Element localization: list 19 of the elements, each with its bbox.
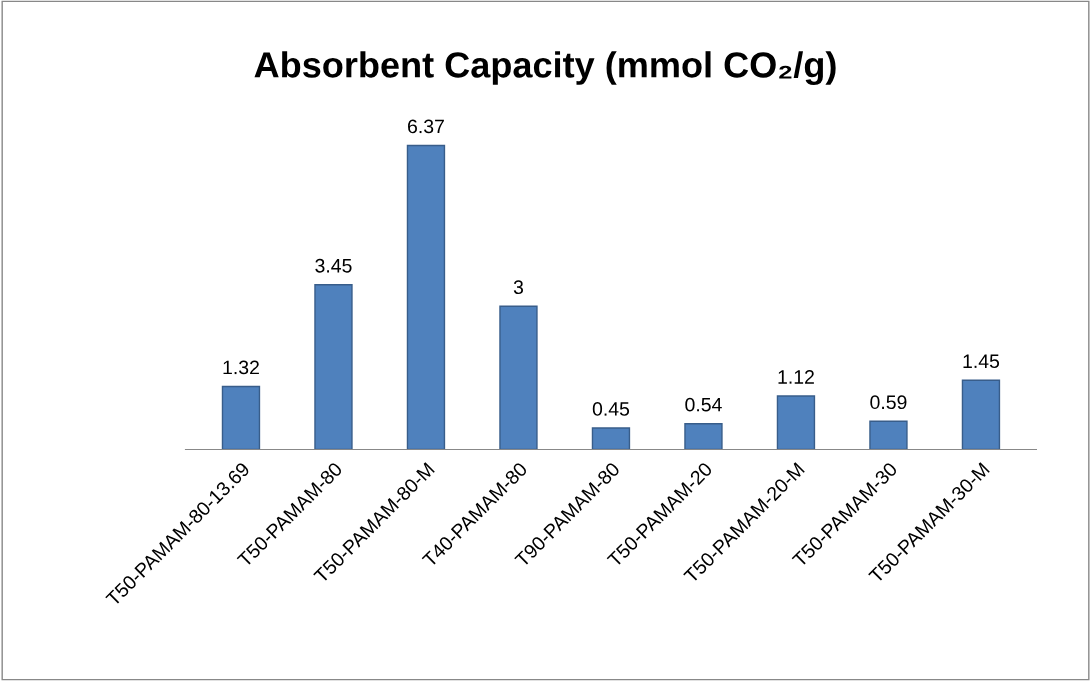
data-label: 1.32: [223, 360, 259, 375]
data-label: 1.45: [963, 354, 1000, 369]
bar: [869, 420, 908, 450]
bar: [591, 427, 631, 450]
chart-title: Absorbent Capacity (mmol CO₂/g): [254, 51, 836, 86]
bar: [314, 284, 353, 450]
data-label: 0.54: [685, 397, 722, 412]
bar: [684, 422, 723, 450]
data-label: 0.45: [592, 402, 630, 416]
data-label: 6.37: [408, 119, 444, 134]
bar: [221, 385, 261, 450]
data-label: 3: [513, 280, 524, 295]
bar: [499, 305, 538, 450]
data-label: 0.59: [870, 395, 907, 410]
data-label: 1.12: [778, 370, 814, 384]
bar: [776, 395, 816, 450]
bar: [961, 379, 1001, 450]
data-label: 3.45: [315, 258, 352, 273]
bar: [406, 144, 446, 450]
